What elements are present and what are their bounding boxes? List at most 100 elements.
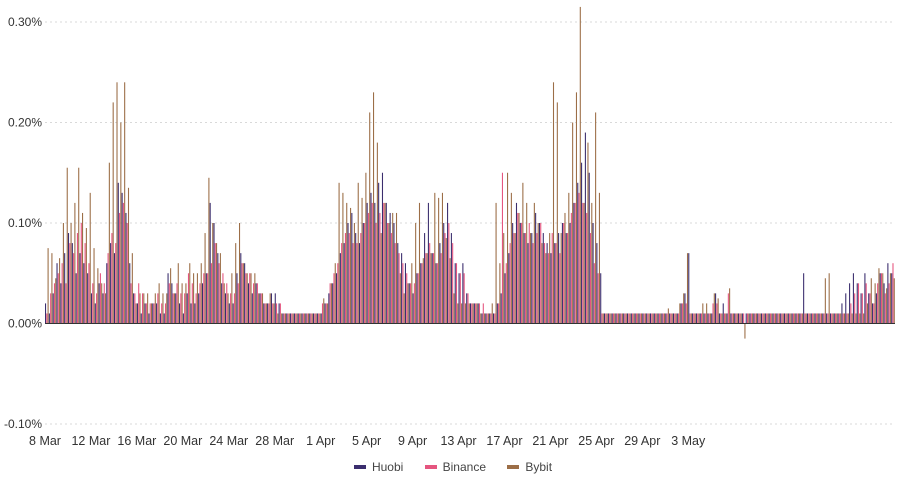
- bar-huobi[interactable]: [592, 223, 594, 324]
- bar-binance[interactable]: [161, 303, 163, 324]
- bar-binance[interactable]: [521, 223, 523, 324]
- bar-bybit[interactable]: [357, 182, 359, 324]
- bar-bybit[interactable]: [158, 283, 160, 324]
- bar-binance[interactable]: [218, 263, 220, 324]
- bar-bybit[interactable]: [124, 82, 126, 324]
- legend-item-bybit[interactable]: Bybit: [507, 460, 552, 474]
- bar-binance[interactable]: [540, 223, 542, 324]
- bar-bybit[interactable]: [246, 273, 248, 324]
- bar-binance[interactable]: [406, 273, 408, 324]
- bar-huobi[interactable]: [573, 202, 575, 324]
- bar-binance[interactable]: [685, 303, 687, 324]
- bar-bybit[interactable]: [453, 293, 455, 324]
- bar-bybit[interactable]: [621, 313, 623, 324]
- bar-bybit[interactable]: [162, 293, 164, 324]
- bar-binance[interactable]: [632, 313, 634, 324]
- bar-huobi[interactable]: [156, 303, 158, 324]
- bar-binance[interactable]: [528, 223, 530, 324]
- bar-binance[interactable]: [367, 212, 369, 324]
- bar-huobi[interactable]: [504, 273, 506, 324]
- bar-bybit[interactable]: [667, 308, 669, 324]
- bar-huobi[interactable]: [707, 313, 709, 324]
- bar-bybit[interactable]: [418, 202, 421, 324]
- bar-huobi[interactable]: [313, 313, 315, 324]
- bar-bybit[interactable]: [426, 253, 428, 324]
- bar-binance[interactable]: [230, 293, 232, 324]
- bar-huobi[interactable]: [297, 313, 299, 324]
- bar-bybit[interactable]: [782, 313, 784, 324]
- bar-huobi[interactable]: [695, 313, 697, 324]
- bar-bybit[interactable]: [472, 303, 474, 324]
- bar-binance[interactable]: [276, 303, 278, 324]
- bar-binance[interactable]: [754, 313, 756, 324]
- bar-bybit[interactable]: [813, 313, 815, 324]
- bar-bybit[interactable]: [193, 273, 195, 324]
- bar-bybit[interactable]: [629, 313, 631, 324]
- bar-huobi[interactable]: [133, 293, 135, 324]
- bar-bybit[interactable]: [78, 167, 80, 324]
- bar-huobi[interactable]: [477, 303, 479, 324]
- bar-huobi[interactable]: [596, 243, 598, 324]
- bar-bybit[interactable]: [93, 248, 95, 324]
- bar-binance[interactable]: [241, 263, 243, 324]
- bar-huobi[interactable]: [56, 263, 58, 324]
- bar-binance[interactable]: [723, 313, 726, 324]
- bar-bybit[interactable]: [648, 313, 650, 324]
- bar-bybit[interactable]: [216, 243, 218, 324]
- bar-huobi[interactable]: [94, 303, 96, 324]
- bar-huobi[interactable]: [290, 313, 292, 324]
- bar-huobi[interactable]: [738, 313, 740, 324]
- bar-binance[interactable]: [356, 243, 358, 324]
- bar-binance[interactable]: [563, 223, 565, 324]
- bar-binance[interactable]: [138, 283, 140, 324]
- bar-binance[interactable]: [88, 263, 90, 324]
- bar-binance[interactable]: [383, 202, 385, 324]
- bar-bybit[interactable]: [572, 122, 574, 324]
- bar-bybit[interactable]: [652, 313, 654, 324]
- bar-huobi[interactable]: [378, 182, 380, 324]
- bar-huobi[interactable]: [217, 253, 219, 324]
- bar-bybit[interactable]: [319, 313, 321, 324]
- bar-binance[interactable]: [325, 303, 327, 324]
- bar-huobi[interactable]: [60, 283, 62, 324]
- bar-binance[interactable]: [490, 313, 492, 324]
- legend-item-huobi[interactable]: Huobi: [353, 460, 403, 474]
- bar-binance[interactable]: [341, 243, 343, 324]
- bar-huobi[interactable]: [431, 253, 433, 324]
- bar-bybit[interactable]: [395, 212, 398, 324]
- bar-binance[interactable]: [555, 243, 557, 324]
- bar-binance[interactable]: [773, 313, 775, 324]
- bar-binance[interactable]: [624, 313, 626, 324]
- bar-binance[interactable]: [233, 293, 235, 324]
- bar-huobi[interactable]: [657, 313, 659, 324]
- bar-huobi[interactable]: [496, 303, 498, 324]
- bar-binance[interactable]: [471, 303, 473, 324]
- bar-huobi[interactable]: [829, 313, 831, 324]
- bar-huobi[interactable]: [301, 313, 303, 324]
- bar-bybit[interactable]: [817, 313, 819, 324]
- bar-bybit[interactable]: [235, 243, 237, 324]
- bar-bybit[interactable]: [334, 263, 336, 324]
- bar-huobi[interactable]: [837, 313, 839, 324]
- bar-binance[interactable]: [50, 293, 52, 324]
- bar-huobi[interactable]: [676, 313, 678, 324]
- bar-bybit[interactable]: [660, 313, 662, 324]
- bar-binance[interactable]: [256, 283, 258, 324]
- bar-binance[interactable]: [298, 313, 301, 324]
- bar-bybit[interactable]: [752, 313, 754, 324]
- bar-huobi[interactable]: [803, 273, 805, 324]
- bar-binance[interactable]: [819, 313, 821, 324]
- bar-huobi[interactable]: [841, 303, 843, 324]
- bar-huobi[interactable]: [240, 253, 242, 324]
- bar-bybit[interactable]: [801, 313, 803, 324]
- bar-binance[interactable]: [306, 313, 308, 324]
- bar-huobi[interactable]: [760, 313, 763, 324]
- bar-bybit[interactable]: [231, 273, 233, 324]
- bar-huobi[interactable]: [83, 263, 85, 324]
- bar-huobi[interactable]: [420, 263, 422, 324]
- bar-binance[interactable]: [582, 202, 584, 324]
- bar-huobi[interactable]: [473, 303, 475, 324]
- bar-huobi[interactable]: [684, 293, 686, 324]
- bar-binance[interactable]: [746, 313, 749, 324]
- bar-binance[interactable]: [865, 283, 867, 324]
